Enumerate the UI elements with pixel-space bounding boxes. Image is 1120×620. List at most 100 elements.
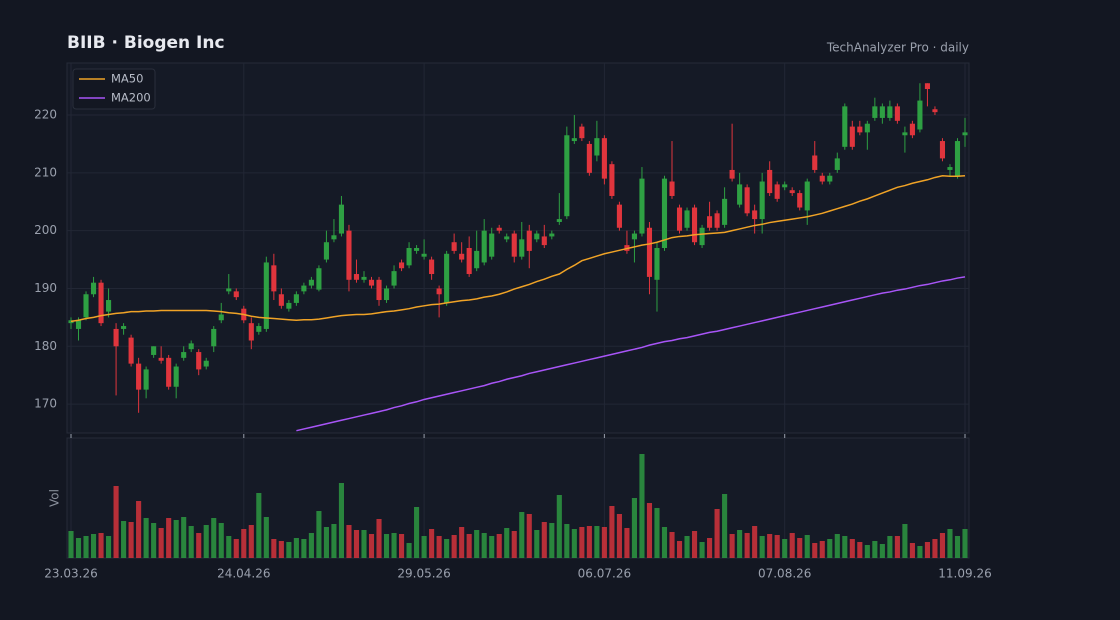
volume-bar	[121, 521, 127, 558]
volume-bar	[316, 511, 322, 558]
volume-bar	[496, 534, 502, 558]
volume-bar	[323, 527, 329, 558]
volume-bar	[481, 533, 487, 558]
volume-bar	[962, 529, 968, 558]
volume-bar	[391, 533, 397, 558]
volume-bar	[346, 525, 352, 558]
volume-bar	[699, 542, 705, 558]
volume-bar	[196, 533, 202, 558]
volume-bar	[68, 531, 74, 558]
volume-bar	[932, 539, 938, 558]
candle-body	[68, 320, 74, 324]
candle-body	[526, 230, 532, 251]
y-tick-label: 190	[34, 281, 57, 295]
candle-body	[827, 175, 833, 182]
candle-body	[594, 138, 600, 156]
candle-body	[113, 328, 119, 347]
candle-body	[564, 135, 570, 217]
candle-body	[609, 164, 615, 196]
volume-bar	[887, 536, 893, 558]
y-tick-label: 220	[34, 108, 57, 122]
x-tick-label: 11.09.26	[938, 567, 991, 581]
volume-bar	[383, 534, 390, 558]
candle-body	[767, 169, 773, 194]
candle-body	[301, 285, 307, 292]
volume-bar	[872, 541, 878, 558]
candle-body	[676, 207, 683, 231]
volume-bar	[504, 528, 510, 558]
candle-body	[872, 106, 878, 118]
volume-bar	[181, 517, 187, 558]
volume-bar	[556, 495, 562, 558]
volume-bar	[241, 529, 247, 558]
volume-bar	[624, 528, 630, 558]
candle-body	[924, 83, 930, 90]
y-tick-label: 170	[34, 397, 57, 411]
candle-body	[451, 242, 457, 251]
volume-bar	[917, 546, 923, 558]
candle-body	[601, 138, 607, 179]
volume-bar	[789, 533, 795, 558]
candle-body	[932, 109, 938, 113]
volume-bar	[331, 524, 337, 558]
volume-bar	[834, 534, 840, 558]
candle-body	[143, 369, 149, 390]
volume-bar	[526, 514, 532, 558]
volume-bar	[661, 527, 668, 558]
x-tick-label: 06.07.26	[578, 567, 631, 581]
candle-body	[218, 314, 224, 321]
volume-bar	[459, 527, 465, 558]
candle-body	[429, 259, 435, 275]
candle-body	[203, 360, 209, 367]
volume-bar	[684, 536, 690, 558]
candle-body	[121, 326, 127, 329]
volume-bar	[278, 541, 284, 558]
candle-body	[616, 204, 622, 228]
volume-bar	[429, 529, 435, 558]
candle-body	[421, 253, 427, 257]
candle-body	[691, 207, 698, 243]
volume-bar	[436, 536, 442, 558]
candle-body	[511, 233, 517, 257]
volume-bar	[361, 530, 367, 558]
volume-bar	[691, 531, 698, 558]
volume-bar	[218, 523, 224, 558]
volume-bar	[534, 530, 540, 558]
volume-bar	[729, 534, 735, 558]
volume-bar	[954, 536, 961, 558]
volume-bar	[286, 542, 292, 558]
candle-body	[722, 198, 728, 225]
volume-bar	[301, 539, 307, 558]
chart-title: BIIB · Biogen Inc	[67, 33, 225, 53]
y-tick-label: 210	[34, 165, 57, 179]
candle-body	[361, 276, 367, 280]
candle-body	[323, 242, 329, 260]
candle-body	[804, 181, 810, 211]
volume-bar	[248, 525, 254, 558]
candle-body	[744, 187, 750, 214]
volume-bar	[489, 536, 495, 558]
volume-bar	[579, 527, 585, 558]
candle-body	[684, 210, 690, 228]
candle-body	[549, 233, 555, 237]
candle-body	[954, 141, 961, 176]
candle-body	[917, 100, 923, 130]
candle-body	[181, 352, 187, 358]
volume-bar	[263, 517, 269, 558]
x-tick-label: 23.03.26	[44, 567, 97, 581]
candle-body	[278, 294, 284, 306]
candle-body	[474, 250, 480, 269]
volume-bar	[616, 514, 622, 558]
volume-bar	[474, 530, 480, 558]
volume-bar	[639, 454, 645, 558]
volume-bar	[128, 522, 134, 558]
volume-bar	[631, 498, 637, 558]
volume-bar	[864, 545, 870, 558]
volume-bar	[707, 538, 713, 558]
candle-body	[211, 328, 217, 347]
candle-body	[316, 268, 322, 290]
volume-bar	[722, 494, 728, 558]
candle-body	[436, 288, 442, 295]
volume-bar	[939, 533, 946, 558]
volume-bar	[601, 527, 607, 558]
